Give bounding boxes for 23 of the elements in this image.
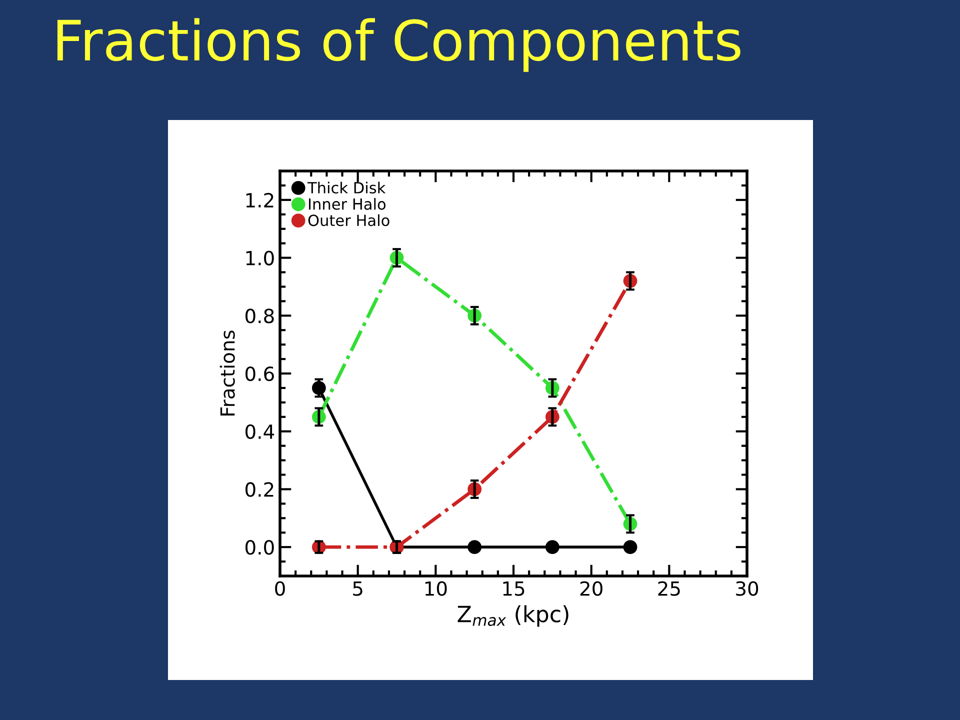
chart-title: Fractions of Components — [57, 18, 740, 72]
x-tick-label: 30 — [736, 581, 758, 596]
x-axis-title: Z$_{max}$ (kpc) — [458, 605, 568, 627]
legend-label: Thick Disk — [307, 182, 386, 194]
y-tick-label: 0.0 — [246, 540, 274, 555]
x-tick-label: 5 — [353, 581, 362, 596]
legend-label: Inner Halo — [309, 198, 386, 210]
legend-label: Outer Halo — [308, 214, 390, 226]
y-axis-title: Fractions — [220, 330, 235, 416]
x-tick-label: 10 — [425, 581, 447, 596]
y-tick-label: 1.2 — [246, 192, 274, 208]
point — [623, 540, 638, 554]
y-tick-label: 0.6 — [246, 366, 274, 382]
x-tick-label: 0 — [275, 581, 285, 596]
x-tick-label: 15 — [503, 581, 524, 596]
y-tick-label: 1.0 — [246, 250, 274, 266]
x-tick-label: 20 — [580, 581, 602, 596]
y-tick-label: 0.4 — [246, 424, 274, 440]
point — [468, 540, 482, 554]
point — [545, 540, 560, 554]
y-tick-label: 0.8 — [246, 308, 274, 324]
x-tick-label: 25 — [658, 581, 680, 596]
y-tick-label: 0.2 — [246, 482, 274, 497]
